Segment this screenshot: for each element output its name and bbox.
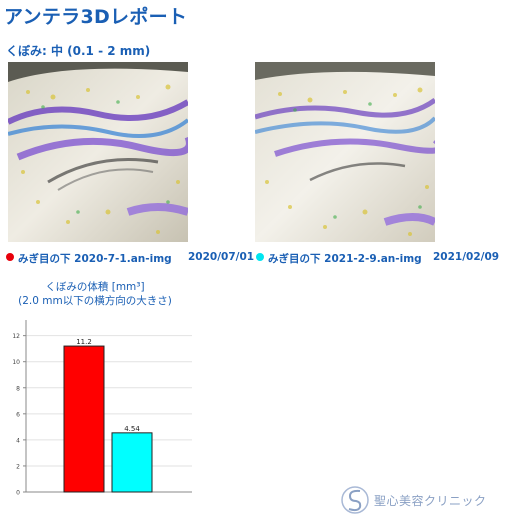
- skin-scan-image-1: [8, 62, 188, 242]
- y-tick-label-5: 10: [12, 359, 20, 366]
- indentation-range-label: くぼみ: 中 (0.1 - 2 mm): [6, 44, 151, 58]
- clinic-logo: 聖心美容クリニック: [340, 482, 500, 520]
- y-tick-label-1: 2: [16, 463, 20, 470]
- y-tick-label-2: 4: [16, 437, 20, 444]
- volume-bar-chart: 0 2 4 6 8 10 12 11.2 4.54: [12, 320, 192, 497]
- scan-2-label: みぎ目の下 2021-2-9.an-img: [268, 253, 422, 265]
- y-tick-label-6: 12: [12, 333, 20, 340]
- skin-scan-image-2: [255, 62, 435, 242]
- scan-1-label: みぎ目の下 2020-7-1.an-img: [18, 253, 172, 265]
- scan-2-date: 2021/02/09: [433, 251, 500, 263]
- y-tick-label-0: 0: [16, 490, 20, 497]
- y-tick-label-4: 8: [16, 385, 20, 392]
- y-tick-label-3: 6: [16, 411, 20, 418]
- chart-subtitle: (2.0 mm以下の横方向の大きさ): [18, 295, 172, 307]
- bar-value-label-0: 11.2: [76, 338, 92, 346]
- bar-1: [111, 432, 153, 493]
- clinic-name: 聖心美容クリニック: [374, 494, 487, 508]
- bar-value-label-1: 4.54: [124, 425, 140, 433]
- bar-0: [63, 345, 105, 493]
- clinic-logo-icon: [341, 486, 369, 514]
- report-title: アンテラ3Dレポート: [4, 6, 188, 28]
- scan-1-date: 2020/07/01: [188, 251, 255, 263]
- scan-1-legend-dot: [6, 253, 14, 261]
- chart-title: くぼみの体積 [mm³]: [45, 281, 145, 293]
- scan-2-legend-dot: [256, 253, 264, 261]
